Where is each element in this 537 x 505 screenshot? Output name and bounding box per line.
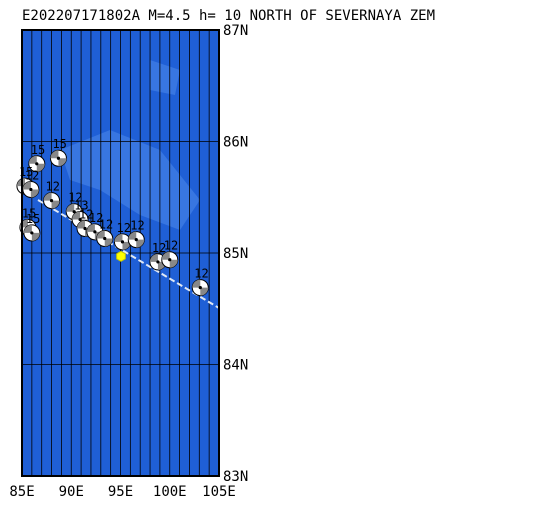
center <box>35 162 39 166</box>
center <box>103 236 107 241</box>
focal-mechanism: 15 <box>23 212 41 242</box>
compression <box>192 279 209 296</box>
x-tick-label: 95E <box>108 484 133 500</box>
event-label: 12 <box>164 239 178 253</box>
center <box>56 156 61 160</box>
event-label: 12 <box>99 218 113 232</box>
center <box>30 231 34 235</box>
focal-mechanism: 12 <box>127 219 145 249</box>
center <box>168 258 172 262</box>
compression <box>161 251 178 268</box>
frame <box>21 29 220 477</box>
event-label: 12 <box>79 207 93 221</box>
y-tick-label: 85N <box>223 246 248 262</box>
center <box>198 285 202 290</box>
plate-boundary <box>37 199 220 309</box>
event-label: 12 <box>46 180 60 194</box>
center <box>83 226 87 231</box>
focal-mechanism: 12 <box>43 180 61 210</box>
event-label: 15 <box>31 143 45 157</box>
x-tick-label: 105E <box>202 484 236 500</box>
y-tick-label: 84N <box>223 358 248 374</box>
event-label: 12 <box>68 191 82 205</box>
epicenter <box>116 250 126 262</box>
event-label: 12 <box>116 221 130 235</box>
event-label: 12 <box>130 219 144 233</box>
x-tick-label: 90E <box>59 484 84 500</box>
grid <box>22 29 219 477</box>
x-tick-label: 100E <box>153 484 187 500</box>
compression <box>96 230 113 247</box>
event-label: 15 <box>22 206 36 220</box>
compression <box>50 150 67 167</box>
focal-mechanism: 12 <box>191 267 209 297</box>
event-label: 12 <box>89 211 103 225</box>
title: E202207171802A M=4.5 h= 10 NORTH OF SEVE… <box>22 8 435 24</box>
center <box>134 238 138 242</box>
x-tick-label: 85E <box>9 484 34 500</box>
center <box>120 240 125 244</box>
y-tick-label: 83N <box>223 469 248 485</box>
center <box>78 217 82 222</box>
focal-mechanism: 15 <box>49 137 67 167</box>
focal-mechanism: 12 <box>96 218 114 248</box>
center <box>93 230 97 234</box>
event-label: 12 <box>194 267 208 281</box>
compression <box>149 253 166 270</box>
y-tick-label: 87N <box>223 23 248 39</box>
focal-mechanism: 12 <box>161 239 179 269</box>
focal-mechanism: 15 <box>28 143 46 173</box>
event-label: 13 <box>74 199 88 213</box>
compression <box>128 231 145 248</box>
compression <box>28 155 45 172</box>
center <box>72 210 76 214</box>
center <box>29 187 33 192</box>
focal-mechanism: 12 <box>113 221 131 251</box>
event-label: 15 <box>52 137 66 151</box>
y-tick-label: 86N <box>223 135 248 151</box>
event-label: 12 <box>152 241 166 255</box>
compression <box>114 233 131 250</box>
center <box>49 198 54 203</box>
center <box>156 260 160 264</box>
compression <box>43 192 60 209</box>
event-label: 15 <box>26 212 40 226</box>
event-label: 12 <box>25 168 39 182</box>
focal-mechanism: 12 <box>22 168 40 198</box>
